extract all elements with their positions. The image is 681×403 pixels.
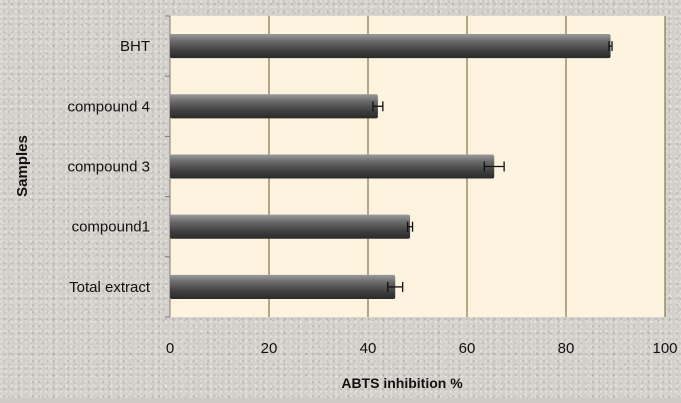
x-tick-label-40: 40 [360, 340, 377, 357]
x-tick-label-0: 0 [166, 340, 174, 357]
bar-bht [170, 34, 611, 59]
bar-compound1 [170, 214, 411, 239]
x-tick-label-80: 80 [558, 340, 575, 357]
x-tick-label-100: 100 [652, 340, 677, 357]
y-tick-label-bht: BHT [120, 38, 150, 55]
y-tick-label-compound-3: compound 3 [67, 159, 150, 176]
y-tick-label-compound1: compound1 [72, 219, 150, 236]
y-tick-label-total-extract: Total extract [69, 279, 151, 296]
x-tick-label-60: 60 [459, 340, 476, 357]
y-tick-label-compound-4: compound 4 [67, 98, 150, 115]
y-axis-title: Samples [14, 135, 31, 197]
bar-compound-4 [170, 94, 378, 119]
bar-total-extract [170, 274, 396, 299]
bar-compound-3 [170, 154, 495, 179]
x-axis-title: ABTS inhibition % [341, 375, 463, 391]
x-tick-label-20: 20 [261, 340, 278, 357]
